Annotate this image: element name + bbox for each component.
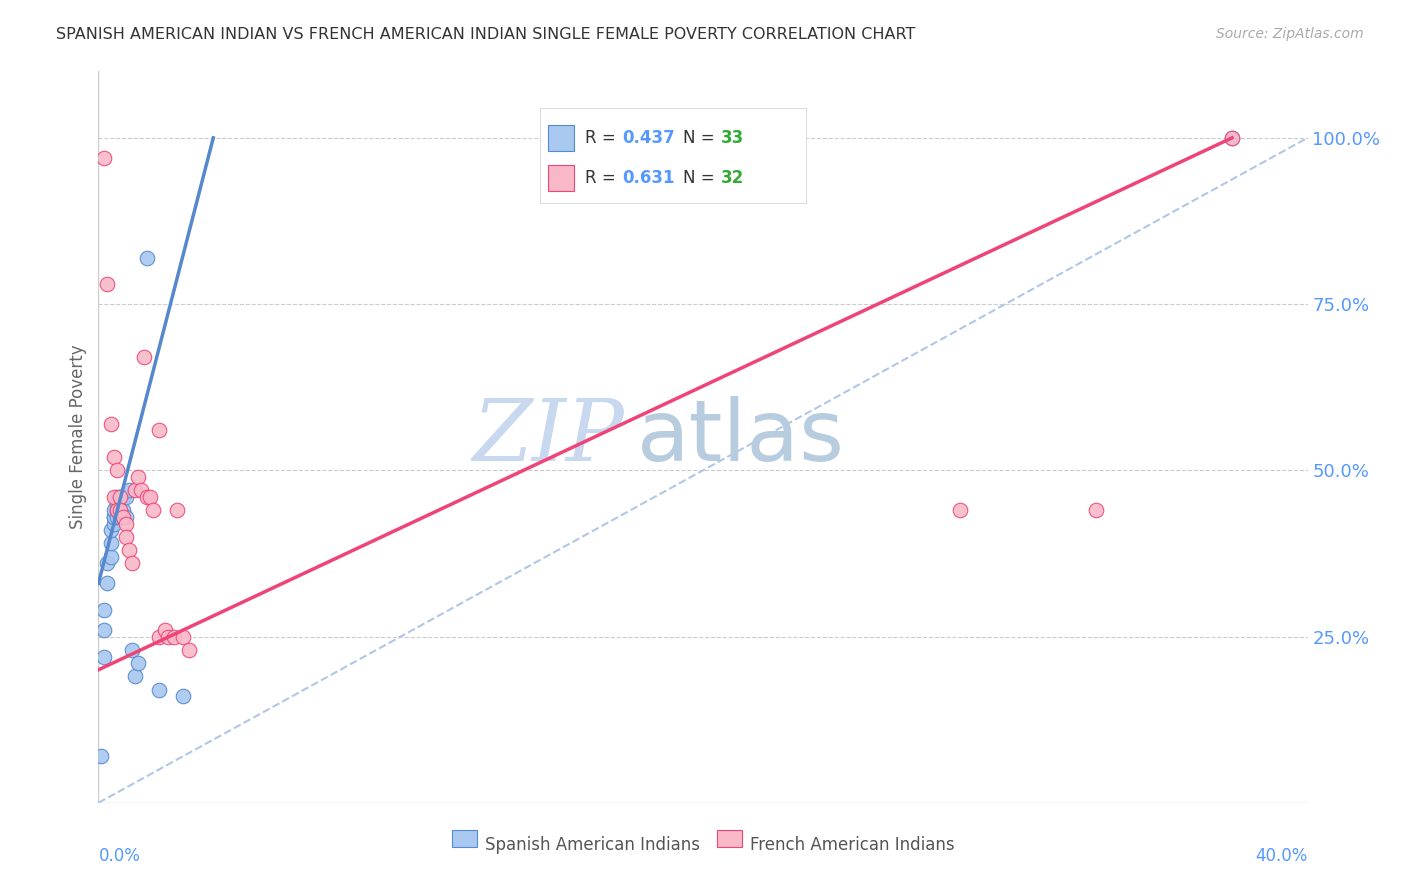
Point (105, 503, 128, 517)
Point (135, 490, 157, 504)
Point (96, 277, 118, 292)
Point (114, 490, 136, 504)
Point (163, 630, 186, 644)
Point (142, 503, 165, 517)
Point (139, 490, 162, 504)
Point (100, 536, 122, 550)
Point (100, 549, 122, 564)
Point (949, 503, 972, 517)
Text: 40.0%: 40.0% (1256, 847, 1308, 864)
Point (96, 576, 118, 591)
Point (96, 557, 118, 571)
Point (105, 509, 128, 524)
Legend: Spanish American Indians, French American Indians: Spanish American Indians, French America… (444, 829, 962, 860)
Point (105, 490, 128, 504)
Point (114, 530, 136, 544)
Point (105, 503, 128, 517)
Point (114, 509, 136, 524)
Point (127, 470, 149, 484)
Point (108, 503, 131, 517)
Point (93, 649, 115, 664)
Point (108, 509, 131, 524)
Point (124, 669, 146, 683)
Point (118, 483, 141, 498)
Text: ZIP: ZIP (472, 396, 624, 478)
Point (93, 603, 115, 617)
Point (105, 463, 128, 477)
Point (132, 351, 155, 365)
Point (100, 523, 122, 537)
Point (111, 509, 134, 524)
Point (90, 749, 112, 764)
Point (172, 690, 194, 704)
Point (135, 251, 157, 265)
Point (148, 682, 170, 697)
Point (179, 643, 201, 657)
Point (103, 516, 125, 531)
Point (148, 424, 170, 438)
Point (103, 509, 125, 524)
Point (121, 643, 143, 657)
Point (153, 623, 176, 637)
Text: atlas: atlas (637, 395, 845, 479)
Point (103, 450, 125, 464)
Point (108, 490, 131, 504)
Point (124, 483, 146, 498)
Point (166, 503, 188, 517)
Point (114, 516, 136, 531)
Point (127, 656, 149, 670)
Text: 0.0%: 0.0% (98, 847, 141, 864)
Point (121, 557, 143, 571)
Point (93, 151, 115, 165)
Point (108, 503, 131, 517)
Point (111, 509, 134, 524)
Point (105, 497, 128, 511)
Point (1220, 131, 1243, 145)
Point (156, 630, 179, 644)
Point (93, 623, 115, 637)
Point (118, 543, 141, 558)
Point (108, 490, 131, 504)
Point (103, 490, 125, 504)
Point (1220, 131, 1243, 145)
Point (111, 490, 134, 504)
Point (103, 509, 125, 524)
Text: SPANISH AMERICAN INDIAN VS FRENCH AMERICAN INDIAN SINGLE FEMALE POVERTY CORRELAT: SPANISH AMERICAN INDIAN VS FRENCH AMERIC… (56, 27, 915, 42)
Point (100, 417, 122, 431)
Point (111, 503, 134, 517)
Y-axis label: Single Female Poverty: Single Female Poverty (69, 345, 87, 529)
Point (103, 503, 125, 517)
Point (1085, 503, 1108, 517)
Point (172, 630, 194, 644)
Point (129, 483, 152, 498)
Text: Source: ZipAtlas.com: Source: ZipAtlas.com (1216, 27, 1364, 41)
Point (148, 630, 170, 644)
